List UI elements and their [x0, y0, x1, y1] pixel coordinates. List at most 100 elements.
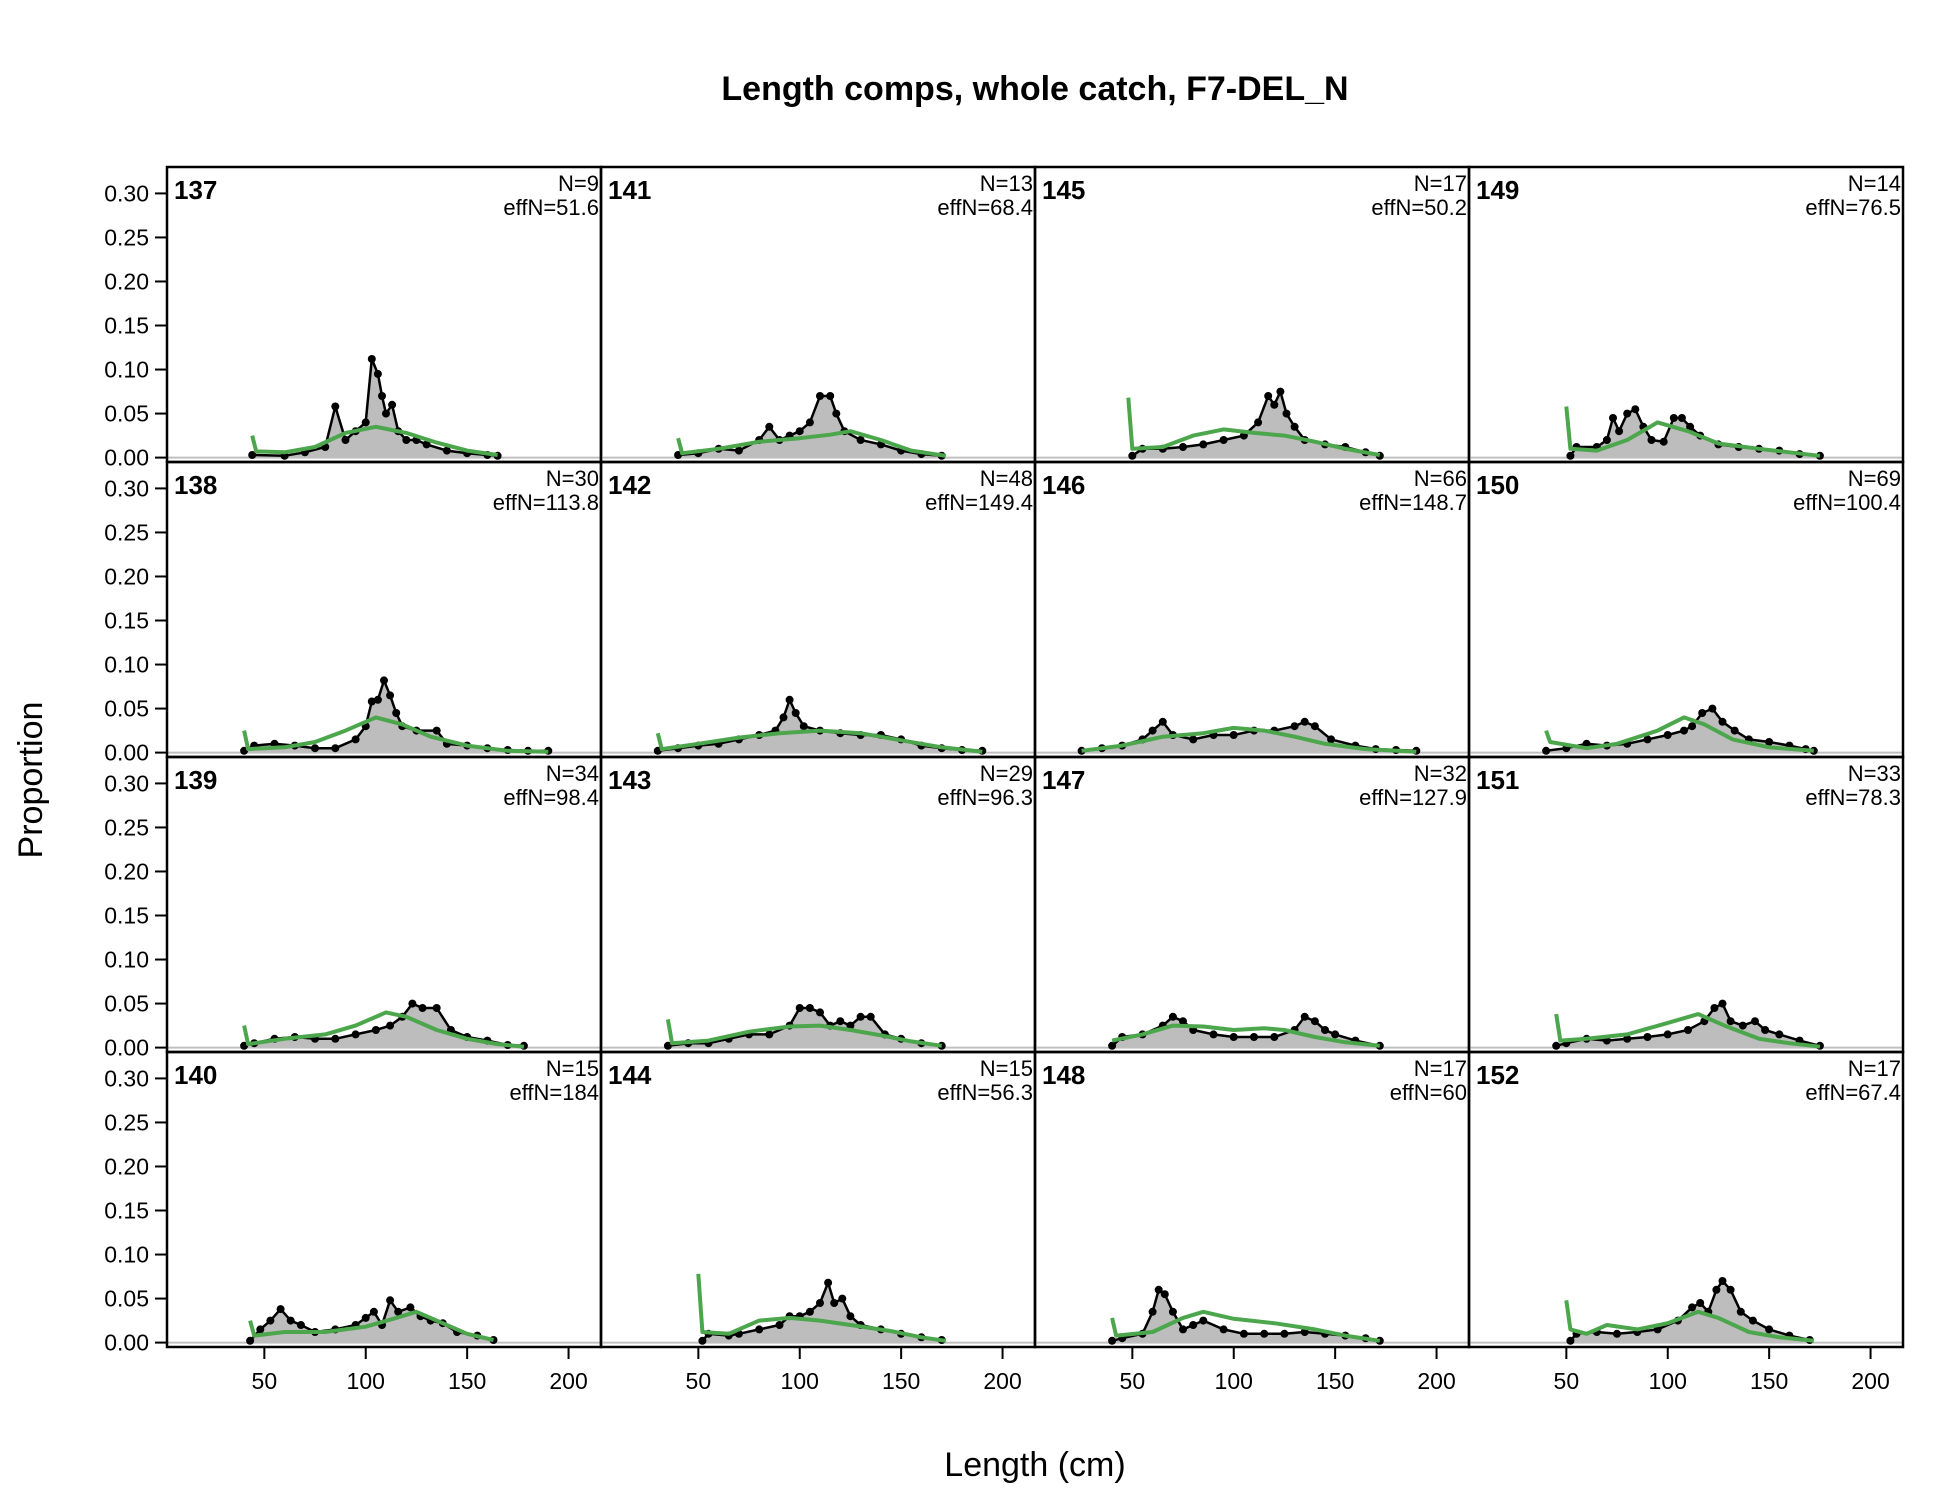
observed-point: [785, 695, 794, 704]
observed-point: [361, 418, 370, 427]
panel-effn-label: effN=51.6: [503, 195, 599, 220]
observed-point: [1300, 717, 1309, 726]
x-tick-label: 100: [1215, 1368, 1253, 1394]
observed-point: [816, 1008, 824, 1017]
panel-id-label: 139: [174, 765, 217, 795]
y-tick-label: 0.30: [104, 180, 149, 206]
observed-point: [402, 436, 411, 444]
panel-n-label: N=32: [1414, 761, 1467, 786]
observed-point: [1128, 451, 1137, 460]
observed-point: [388, 400, 397, 409]
panel-id-label: 138: [174, 470, 217, 500]
y-tick-label: 0.20: [104, 858, 149, 884]
y-tick-label: 0.15: [104, 313, 149, 339]
observed-point: [1748, 1316, 1757, 1325]
y-tick-label: 0.15: [104, 903, 149, 929]
observed-point: [341, 436, 350, 444]
chart-title: Length comps, whole catch, F7-DEL_N: [721, 70, 1348, 108]
observed-point: [1310, 1017, 1319, 1026]
panel-effn-label: effN=149.4: [925, 490, 1033, 515]
observed-point: [1663, 1030, 1672, 1039]
observed-point: [331, 402, 340, 411]
y-tick-label: 0.05: [104, 1286, 149, 1312]
observed-point: [866, 1012, 875, 1021]
observed-point: [826, 392, 835, 400]
observed-point: [1684, 1026, 1692, 1034]
observed-point: [1229, 1033, 1238, 1041]
observed-area: [1570, 1281, 1810, 1343]
x-tick-label: 50: [252, 1368, 278, 1394]
observed-point: [1609, 414, 1617, 422]
observed-point: [369, 1307, 378, 1316]
observed-point: [1108, 1336, 1117, 1345]
observed-point: [432, 1004, 441, 1012]
x-tick-label: 150: [882, 1368, 920, 1394]
y-tick-label: 0.30: [104, 475, 149, 501]
expected-line: [696, 1273, 947, 1343]
observed-point: [1736, 1307, 1745, 1316]
observed-point: [1290, 422, 1299, 431]
y-tick-label: 0.20: [104, 268, 149, 294]
panel-effn-label: effN=78.3: [1805, 785, 1901, 810]
panel-n-label: N=9: [558, 171, 599, 196]
observed-point: [830, 1299, 839, 1307]
observed-point: [846, 1312, 855, 1321]
panel-n-label: N=48: [980, 466, 1033, 491]
panel-id-label: 140: [174, 1060, 217, 1090]
observed-point: [795, 427, 804, 436]
expected-line: [1554, 1012, 1821, 1049]
x-tick-label: 150: [1316, 1368, 1354, 1394]
y-tick-label: 0.15: [104, 1198, 149, 1224]
observed-point: [266, 1316, 275, 1325]
observed-point: [1280, 1329, 1289, 1338]
observed-point: [832, 409, 841, 418]
y-tick-label: 0.10: [104, 652, 149, 678]
observed-point: [382, 409, 390, 418]
x-tick-label: 100: [1649, 1368, 1687, 1394]
y-tick-label: 0.25: [104, 519, 149, 545]
panel-id-label: 142: [608, 470, 651, 500]
observed-point: [1310, 722, 1319, 731]
panel-n-label: N=14: [1848, 171, 1901, 196]
expected-line: [1081, 725, 1417, 754]
observed-point: [1718, 717, 1727, 726]
observed-point: [1108, 1041, 1117, 1050]
y-tick-label: 0.00: [104, 1330, 149, 1356]
x-tick-label: 200: [549, 1368, 587, 1394]
expected-line: [655, 728, 983, 754]
observed-point: [380, 676, 388, 685]
panel-effn-label: effN=98.4: [503, 785, 599, 810]
y-tick-label: 0.30: [104, 770, 149, 796]
observed-point: [1708, 704, 1717, 713]
observed-point: [1154, 1285, 1163, 1294]
panel-n-label: N=34: [546, 761, 599, 786]
observed-point: [1726, 1285, 1735, 1294]
observed-point: [373, 369, 382, 378]
observed-point: [1631, 405, 1640, 414]
expected-line: [242, 715, 549, 754]
observed-point: [331, 744, 340, 753]
x-tick-label: 50: [1120, 1368, 1146, 1394]
observed-area: [678, 396, 942, 458]
observed-point: [1179, 1017, 1187, 1026]
y-tick-label: 0.10: [104, 1242, 149, 1268]
y-tick-label: 0.20: [104, 1153, 149, 1179]
observed-point: [846, 1021, 855, 1030]
observed-point: [1168, 1307, 1177, 1316]
observed-point: [1712, 1285, 1721, 1294]
observed-point: [1647, 436, 1656, 444]
panel-effn-label: effN=184: [509, 1080, 599, 1105]
observed-point: [1680, 726, 1688, 735]
observed-point: [408, 999, 417, 1008]
panel-effn-label: effN=113.8: [493, 490, 599, 515]
observed-point: [1615, 427, 1624, 436]
observed-point: [1623, 409, 1632, 418]
